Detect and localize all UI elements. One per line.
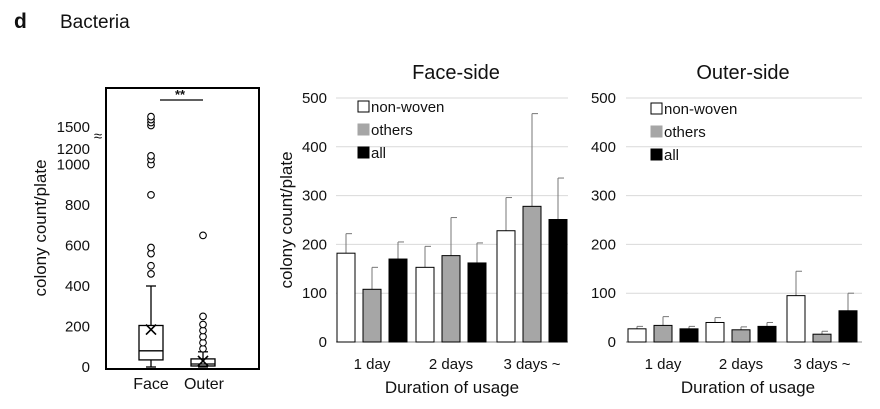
bar-non-woven (786, 295, 806, 343)
legend-label-others: others (664, 124, 706, 141)
box-outlier-face (147, 243, 155, 252)
bar-non-woven (496, 230, 516, 343)
face-side-y-axis-label: colony count/plate (277, 151, 296, 288)
axis-break-mark: ≈ (94, 128, 102, 145)
box-mean-marker-face (145, 323, 157, 336)
face-side-title: Face-side (412, 62, 500, 84)
x-tick-label: 1 day (354, 356, 391, 373)
bar-all (757, 325, 777, 343)
y-tick-label: 0 (608, 334, 616, 351)
bar-all (467, 262, 487, 343)
x-tick-label: 2 days (429, 356, 473, 373)
face-side-panel: Face-side colony count/plate Duration of… (277, 62, 568, 397)
legend-swatch-all (357, 146, 370, 159)
legend-swatch-all (650, 148, 663, 161)
box-outlier-face (147, 152, 155, 160)
bar-non-woven (415, 266, 435, 343)
outer-side-bars (627, 270, 858, 343)
boxplot-y-tick-label: 400 (65, 278, 90, 295)
boxplot-y-tick-label: 1200 (57, 141, 90, 158)
legend-label-non-woven: non-woven (664, 101, 737, 118)
boxplot-y-tick-label: 200 (65, 319, 90, 336)
bar-non-woven (705, 321, 725, 343)
bar-others (441, 255, 461, 343)
outer-side-x-axis-label: Duration of usage (681, 378, 815, 397)
outer-side-y-ticks: 0 100 200 300 400 500 (591, 90, 616, 351)
face-side-legend: non-woven others all (357, 99, 444, 162)
box-outlier-outer (199, 312, 207, 321)
bar-others (812, 333, 832, 343)
y-tick-label: 100 (591, 285, 616, 302)
legend-swatch-others (357, 123, 370, 136)
box-outlier-face (147, 112, 155, 121)
box-iqr-face (138, 324, 164, 361)
boxplot-y-tick-label: 1000 (57, 157, 90, 174)
bar-all (548, 219, 568, 343)
y-tick-label: 400 (591, 139, 616, 156)
box-outlier-face (147, 191, 155, 199)
face-side-x-axis-label: Duration of usage (385, 378, 519, 397)
bar-others (731, 329, 751, 343)
y-tick-label: 500 (302, 90, 327, 107)
box-outer (190, 231, 216, 368)
box-face (138, 112, 164, 368)
x-tick-label: 2 days (719, 356, 763, 373)
boxplot-y-tick-label: 800 (65, 197, 90, 214)
box-outlier-outer (199, 231, 207, 240)
bar-others (522, 205, 542, 343)
box-outlier-face (147, 261, 155, 270)
panel-title: Bacteria (60, 12, 130, 33)
legend-label-all: all (664, 147, 679, 164)
significance-marker: ** (175, 87, 186, 102)
bar-all (388, 258, 408, 343)
y-tick-label: 200 (302, 236, 327, 253)
bar-others (653, 324, 673, 343)
bar-all (679, 328, 699, 343)
face-side-y-ticks: 0 100 200 300 400 500 (302, 90, 327, 351)
outer-side-legend: non-woven others all (650, 101, 737, 164)
boxplot-y-tick-label: 0 (82, 359, 90, 376)
bar-others (362, 288, 382, 343)
box-x-label-face: Face (133, 376, 169, 393)
boxes-group (138, 112, 216, 368)
outer-side-title: Outer-side (696, 62, 789, 84)
y-tick-label: 500 (591, 90, 616, 107)
outer-side-panel: Outer-side Duration of usage 0 100 200 300 4… (591, 62, 862, 397)
y-tick-label: 300 (591, 188, 616, 205)
face-side-x-ticks: 1 day 2 days 3 days ~ (354, 356, 561, 373)
bar-non-woven (627, 328, 647, 343)
boxplot-panel: colony count/plate 0 200 400 600 800 10001200… (31, 87, 260, 393)
box-outlier-face (147, 270, 155, 278)
box-mean-marker-outer (197, 355, 209, 367)
x-tick-label: 3 days ~ (503, 356, 560, 373)
box-iqr-outer (190, 358, 216, 367)
boxplot-y-tick-label: 1500 (57, 119, 90, 136)
face-side-bars (336, 113, 568, 343)
y-tick-label: 400 (302, 139, 327, 156)
legend-swatch-others (650, 125, 663, 138)
box-outlier-outer (199, 320, 207, 329)
outer-side-x-ticks: 1 day 2 days 3 days ~ (645, 356, 851, 373)
legend-label-all: all (371, 145, 386, 162)
legend-label-others: others (371, 122, 413, 139)
boxplot-y-tick-label: 600 (65, 238, 90, 255)
boxplot-frame (105, 87, 260, 370)
bar-non-woven (336, 252, 356, 343)
x-tick-label: 3 days ~ (793, 356, 850, 373)
y-tick-label: 100 (302, 285, 327, 302)
bar-all (838, 310, 858, 343)
y-tick-label: 300 (302, 188, 327, 205)
legend-swatch-non-woven (650, 102, 663, 115)
panel-label: d (14, 10, 27, 33)
legend-swatch-non-woven (357, 100, 370, 113)
box-x-label-outer: Outer (184, 376, 225, 393)
x-tick-label: 1 day (645, 356, 682, 373)
boxplot-y-axis-label: colony count/plate (31, 159, 50, 296)
y-tick-label: 0 (319, 334, 327, 351)
y-tick-label: 200 (591, 236, 616, 253)
legend-label-non-woven: non-woven (371, 99, 444, 116)
